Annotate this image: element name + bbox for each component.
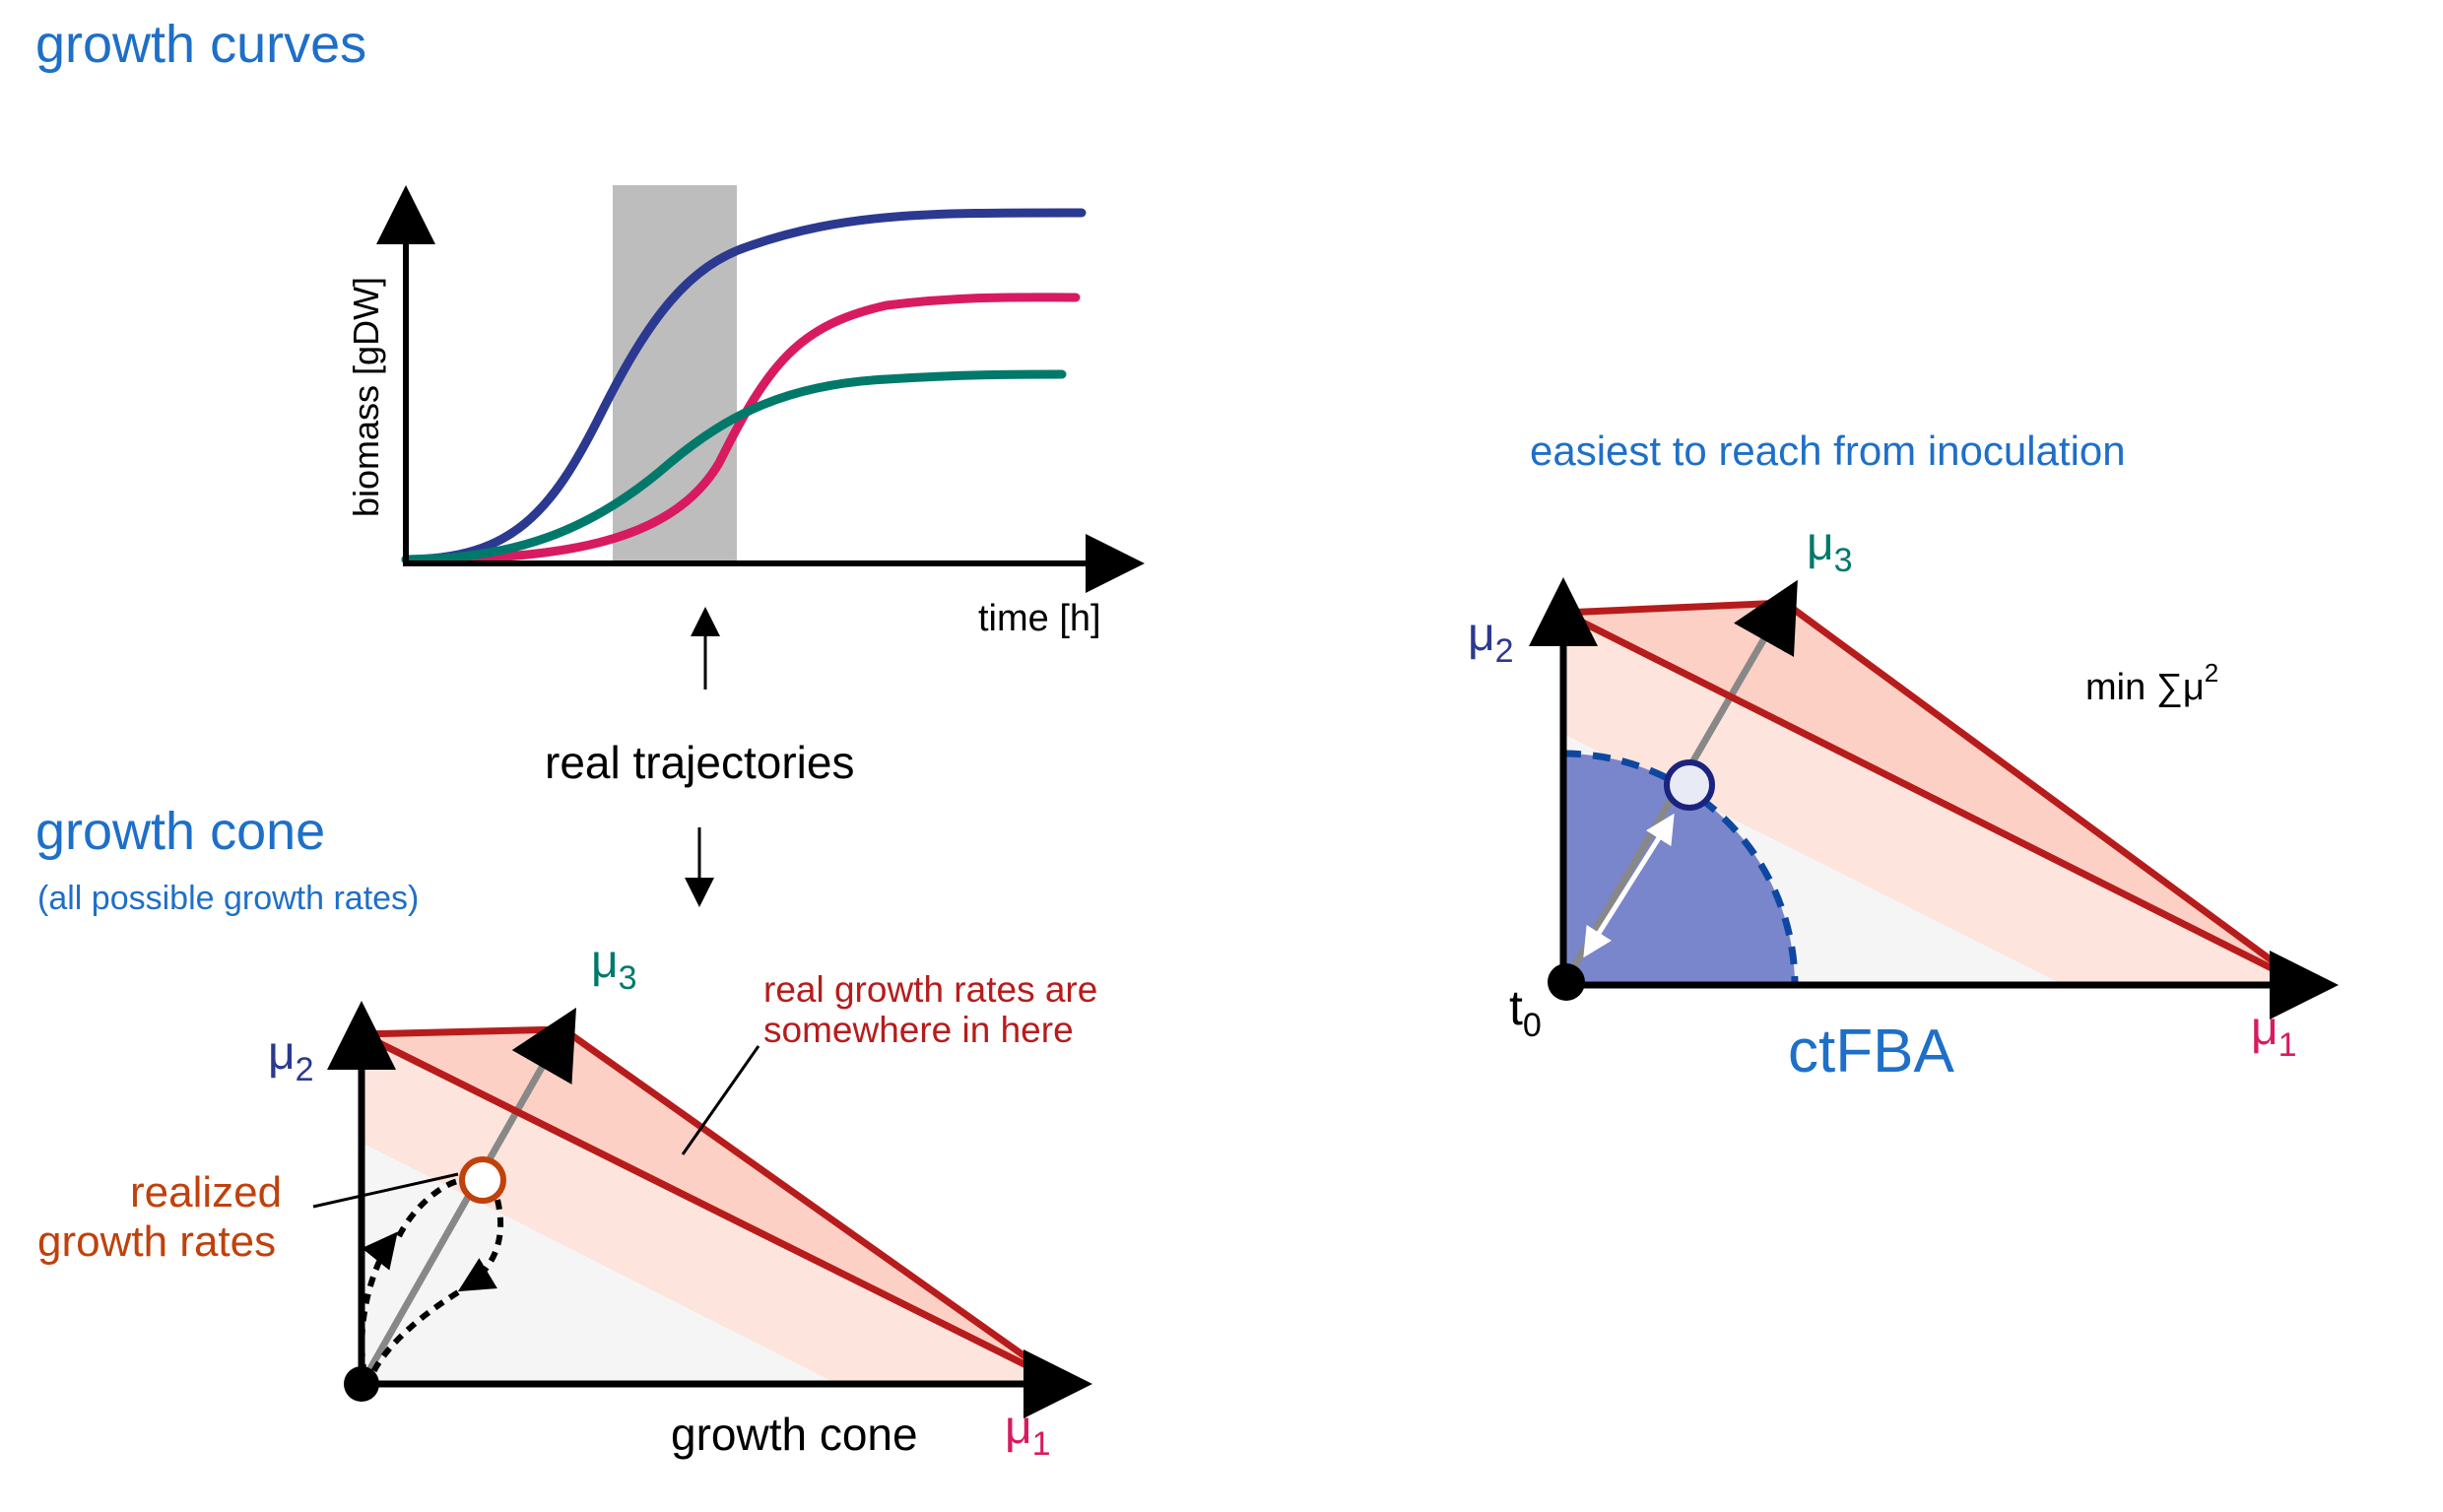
axis-mu3-tip-right [1734,579,1798,657]
title-growth-cone: growth cone [35,802,325,861]
label-mu3-left: μ3 [591,936,637,997]
dashed-path-up [359,1231,398,1375]
dashed-path-down [457,1199,504,1292]
annotation-leader-region [681,1045,760,1155]
realized-rate-marker [459,1156,506,1204]
annotation-region-line2: somewhere in here [763,1010,1074,1050]
title-growth-curves: growth curves [35,15,366,74]
y-axis-label: biomass [gDW] [346,277,386,517]
label-t0: t0 [1509,980,1542,1044]
growth-cone-right: μ2 μ3 μ1 t0 min ∑μ2 ctFBA [1468,518,2339,1085]
ctfba-solution-marker [1664,759,1715,811]
curve-pink [401,293,1081,564]
mu3-ray [358,1027,567,1386]
cone-diagonal-right [1561,609,2307,989]
min-norm-boundary [1562,750,1799,986]
label-real-trajectories: real trajectories [545,737,854,788]
cone-diagonal [360,1030,1066,1388]
dashed-path-down-2 [369,1289,460,1376]
shaded-time-window [613,185,737,564]
curve-teal [401,369,1067,564]
label-mu1-right: μ1 [2251,1003,2297,1064]
caption-growth-cone: growth cone [671,1409,918,1460]
growth-cone-left: μ2 μ3 μ1 real growth rates are somewhere… [37,936,1097,1463]
distance-arrow [1583,813,1675,958]
annotation-region-line1: real growth rates are [763,969,1097,1010]
label-easiest: easiest to reach from inoculation [1530,427,2126,474]
origin-dot [344,1366,379,1402]
label-mu2-right: μ2 [1468,609,1514,670]
annotation-leader-realized [312,1172,459,1209]
label-mu3-right: μ3 [1807,518,1853,579]
label-ctfba: ctFBA [1788,1018,1954,1085]
label-mu2-left: μ2 [268,1027,314,1088]
curve-blue [401,208,1087,564]
origin-dot-right [1548,963,1585,1001]
label-realized-line1: realized [130,1168,282,1216]
label-objective: min ∑μ2 [2085,658,2218,708]
label-realized-line2: growth rates [37,1217,276,1266]
growth-curves-plot: biomass [gDW] time [h] [346,185,1145,639]
axis-mu3-tip [511,1007,576,1085]
x-axis-label: time [h] [978,598,1101,639]
label-mu1-left: μ1 [1005,1402,1051,1463]
subtitle-growth-cone: (all possible growth rates) [37,880,419,917]
